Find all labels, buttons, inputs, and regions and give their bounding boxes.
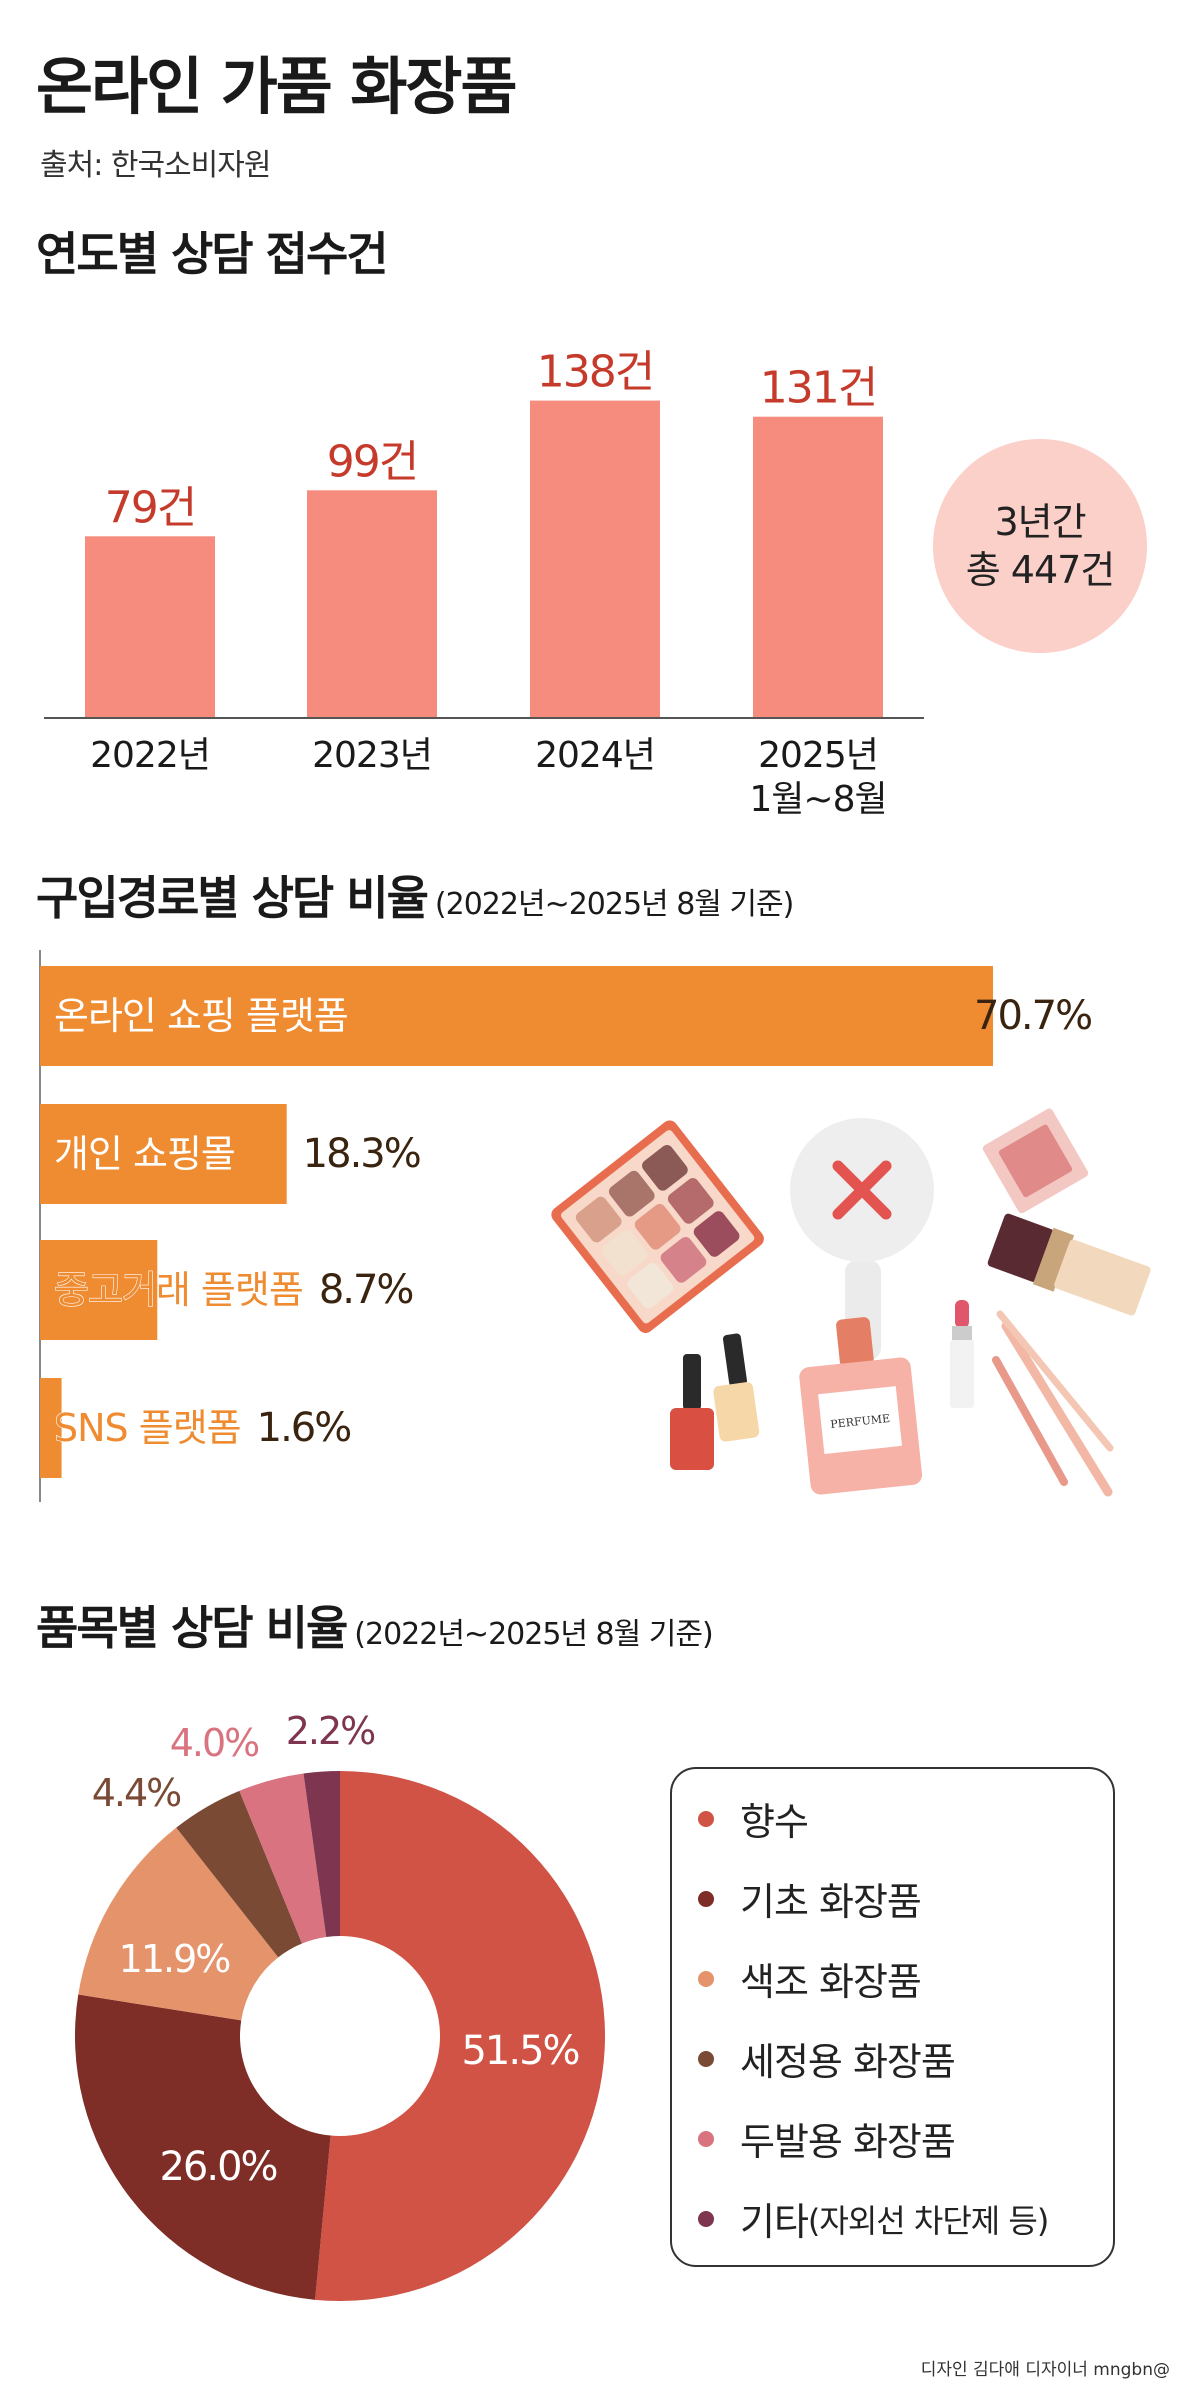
legend-label: 기타 xyxy=(740,2200,809,2244)
credit-text: 디자인 김다애 디자이너 mngbn@ xyxy=(920,2360,1170,2380)
yearly-value-label: 99건 xyxy=(327,436,417,487)
perfume-label: PERFUME xyxy=(830,1412,891,1431)
yearly-section-title: 연도별 상담 접수건 xyxy=(36,227,389,281)
donut-slice xyxy=(176,1790,303,1958)
donut-slice xyxy=(303,1771,340,1937)
legend-note: (자외선 차단제 등) xyxy=(807,2201,1049,2240)
legend-label: 향수 xyxy=(740,1800,809,1844)
hand-mirror-icon xyxy=(790,1118,934,1360)
donut-value-label: 11.9% xyxy=(119,1937,231,1981)
legend-item: 기타 (자외선 차단제 등) xyxy=(698,2191,1049,2246)
yearly-value-label: 131건 xyxy=(760,363,876,414)
items-title-text: 품목별 상담 비율 xyxy=(36,1601,348,1655)
legend-label: 세정용 화장품 xyxy=(740,2040,956,2084)
channel-value-label: 70.7% xyxy=(974,993,1091,1039)
lipstick-icon xyxy=(950,1300,974,1408)
legend-label: 기초 화장품 xyxy=(740,1880,922,1924)
legend-dot-icon xyxy=(698,1810,714,1827)
legend-dot-icon xyxy=(698,2050,714,2067)
eyeshadow-palette-icon xyxy=(551,1120,764,1334)
donut-slice xyxy=(315,1771,605,2301)
channel-bar xyxy=(40,1240,158,1340)
channel-bar xyxy=(40,1378,62,1478)
legend-item: 기초 화장품 xyxy=(698,1871,922,1926)
channel-bar xyxy=(40,966,994,1066)
donut-slice xyxy=(75,1994,331,2300)
legend-item: 세정용 화장품 xyxy=(698,2031,956,2086)
channel-bar xyxy=(40,1104,287,1204)
total-count-line2: 총 447건 xyxy=(965,548,1116,592)
source-text: 출처: 한국소비자원 xyxy=(40,148,271,183)
total-count-line1: 3년간 xyxy=(994,500,1086,544)
nail-polish-icon xyxy=(670,1333,760,1470)
channel-value-label: 1.6% xyxy=(257,1405,351,1451)
legend-label: 색조 화장품 xyxy=(740,1960,922,2004)
yearly-category-label: 2022년 xyxy=(90,735,210,776)
donut-slice xyxy=(239,1773,327,1944)
items-donut-chart: 51.5% 26.0% 11.9% 4.4% 4.0% 2.2% xyxy=(75,1709,605,2301)
yearly-category-label: 2025년 xyxy=(758,735,878,776)
yearly-bar xyxy=(753,416,883,718)
donut-value-label: 4.4% xyxy=(92,1771,181,1815)
donut-slice xyxy=(78,1827,279,2021)
donut-value-label: 51.5% xyxy=(461,2028,578,2074)
channel-title-text: 구입경로별 상담 비율 xyxy=(36,871,429,925)
items-title-note: (2022년~2025년 8월 기준) xyxy=(354,1617,713,1652)
channel-category-label: 온라인 쇼핑 플랫폼 xyxy=(54,994,348,1038)
yearly-bar xyxy=(85,536,215,718)
legend-dot-icon xyxy=(698,2130,714,2147)
donut-value-label: 26.0% xyxy=(159,2144,276,2190)
channel-value-label: 8.7% xyxy=(319,1267,413,1313)
channel-value-label: 18.3% xyxy=(303,1131,420,1177)
donut-value-label: 2.2% xyxy=(286,1709,375,1753)
foundation-bottle-icon xyxy=(987,1213,1151,1316)
legend-dot-icon xyxy=(698,1970,714,1987)
donut-value-label: 4.0% xyxy=(170,1721,259,1765)
total-count-badge: 3년간 총 447건 xyxy=(933,439,1147,653)
legend-dot-icon xyxy=(698,1890,714,1907)
channel-section-title: 구입경로별 상담 비율 (2022년~2025년 8월 기준) xyxy=(36,862,794,928)
channel-category-label: SNS 플랫폼 xyxy=(54,1406,241,1450)
legend-item: 향수 xyxy=(698,1791,809,1846)
channel-category-label: 개인 쇼핑몰 xyxy=(54,1132,235,1176)
channel-bar-chart: 온라인 쇼핑 플랫폼 70.7% 개인 쇼핑몰 18.3% 중고거래 플랫폼 8.7% SN… xyxy=(39,950,1093,1502)
cosmetics-illustration: PERFUME xyxy=(551,1108,1151,1497)
yearly-category-label: 1월~8월 xyxy=(749,779,886,820)
channel-category-label: 중고거래 플랫폼 xyxy=(54,1268,303,1312)
yearly-category-label: 2024년 xyxy=(535,735,655,776)
channel-title-note: (2022년~2025년 8월 기준) xyxy=(434,887,794,922)
main-title: 온라인 가품 화장품 xyxy=(36,50,517,123)
items-section-title: 품목별 상담 비율 (2022년~2025년 8월 기준) xyxy=(36,1592,714,1658)
legend-label: 두발용 화장품 xyxy=(740,2120,956,2164)
yearly-category-label: 2023년 xyxy=(312,735,432,776)
eyeliner-pencils-icon xyxy=(992,1310,1114,1497)
legend-dot-icon xyxy=(698,2210,714,2227)
legend-item: 두발용 화장품 xyxy=(698,2111,956,2166)
legend-item: 색조 화장품 xyxy=(698,1951,922,2006)
blush-compact-icon xyxy=(982,1108,1089,1214)
yearly-bar xyxy=(307,490,437,718)
yearly-value-label: 79건 xyxy=(105,482,195,533)
perfume-bottle-icon: PERFUME xyxy=(799,1317,923,1495)
yearly-bar xyxy=(530,400,660,718)
yearly-value-label: 138건 xyxy=(537,347,653,398)
